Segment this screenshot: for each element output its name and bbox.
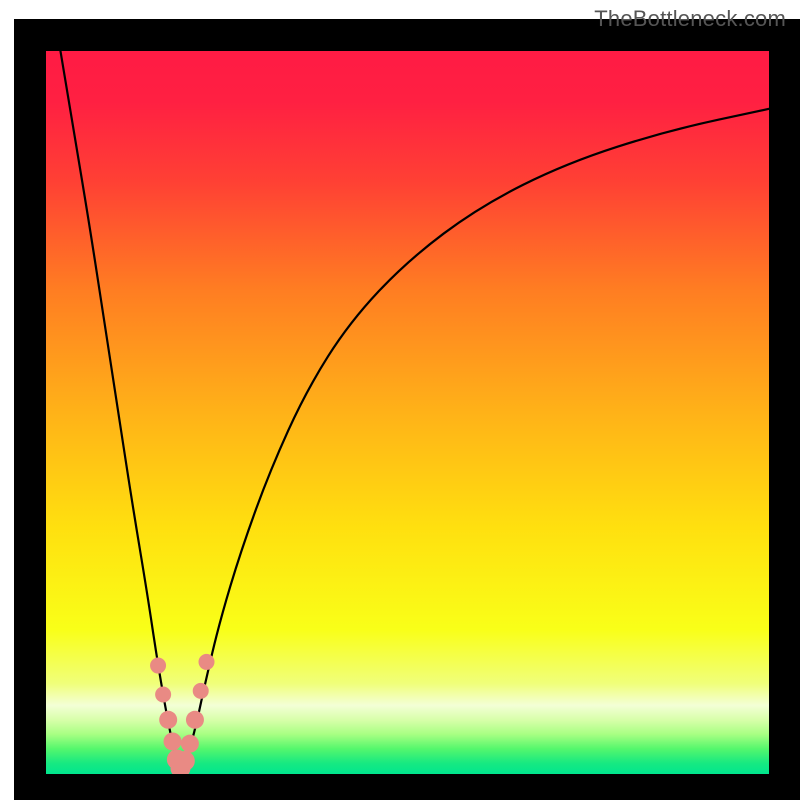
marker-dot — [155, 686, 171, 702]
marker-dot — [186, 711, 204, 729]
watermark-label: TheBottleneck.com — [594, 6, 786, 32]
marker-dot — [159, 711, 177, 729]
chart-root: TheBottleneck.com — [0, 0, 800, 800]
marker-dot — [175, 751, 195, 771]
marker-dot — [164, 732, 182, 750]
marker-dot — [150, 658, 166, 674]
chart-svg — [0, 0, 800, 800]
marker-dot — [199, 654, 215, 670]
marker-dot — [193, 683, 209, 699]
marker-dot — [181, 735, 199, 753]
